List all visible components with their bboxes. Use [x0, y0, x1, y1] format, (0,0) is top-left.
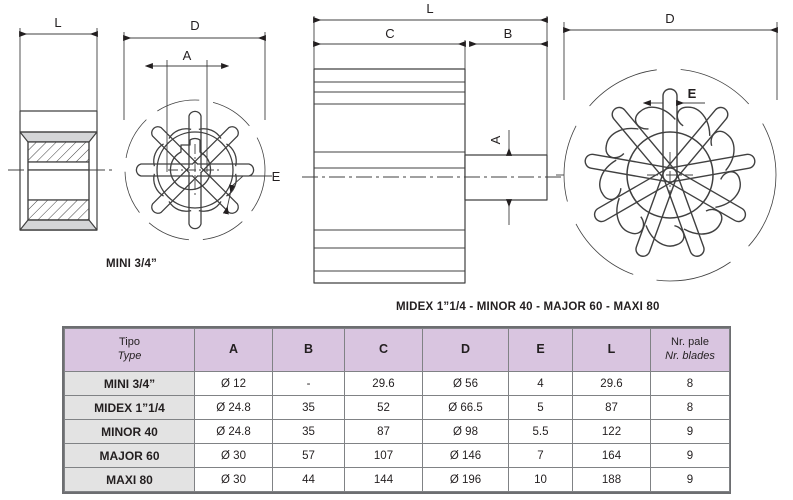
cell-blades: 9 — [650, 467, 730, 492]
dim-label-L-left: L — [54, 15, 61, 30]
dim-label-C-middle: C — [385, 26, 394, 41]
cell-l: 87 — [572, 395, 651, 420]
cell-a: Ø 24.8 — [194, 395, 273, 420]
cell-a: Ø 30 — [194, 467, 273, 492]
cell-c: 87 — [344, 419, 423, 444]
table-header-row: Tipo Type A B C D E L Nr. pale Nr. blade… — [64, 328, 730, 372]
table-row: MINI 3/4” Ø 12 - 29.6 Ø 56 4 29.6 8 — [64, 371, 730, 396]
dim-label-D-right: D — [665, 11, 674, 26]
cell-e: 7 — [508, 443, 573, 468]
col-header-c: C — [344, 328, 423, 372]
col-header-d: D — [422, 328, 509, 372]
caption-middle-drawing: MIDEX 1”1/4 - MINOR 40 - MAJOR 60 - MAXI… — [396, 301, 660, 313]
table-row: MAJOR 60 Ø 30 57 107 Ø 146 7 164 9 — [64, 443, 730, 468]
cell-e: 10 — [508, 467, 573, 492]
col-header-blades-en: Nr. blades — [665, 350, 715, 362]
cell-type: MAXI 80 — [64, 467, 195, 492]
left-cross-section-view — [8, 28, 112, 231]
cell-d: Ø 56 — [422, 371, 509, 396]
cell-b: 35 — [272, 419, 345, 444]
specification-table-wrapper: Tipo Type A B C D E L Nr. pale Nr. blade… — [62, 326, 731, 494]
col-header-a: A — [194, 328, 273, 372]
cell-blades: 9 — [650, 419, 730, 444]
cell-l: 122 — [572, 419, 651, 444]
col-header-b: B — [272, 328, 345, 372]
cell-l: 164 — [572, 443, 651, 468]
cell-type: MINOR 40 — [64, 419, 195, 444]
dim-label-E-left: E — [272, 169, 281, 184]
specification-table: Tipo Type A B C D E L Nr. pale Nr. blade… — [64, 328, 730, 492]
cell-d: Ø 98 — [422, 419, 509, 444]
cell-a: Ø 24.8 — [194, 419, 273, 444]
cell-c: 52 — [344, 395, 423, 420]
caption-left-drawing: MINI 3/4” — [106, 258, 158, 270]
col-header-e: E — [508, 328, 573, 372]
cell-c: 107 — [344, 443, 423, 468]
cell-type: MIDEX 1”1/4 — [64, 395, 195, 420]
col-header-l: L — [572, 328, 651, 372]
cell-type: MAJOR 60 — [64, 443, 195, 468]
dim-label-L-middle: L — [426, 1, 433, 16]
col-header-blades-it: Nr. pale — [671, 336, 709, 349]
cell-a: Ø 30 — [194, 443, 273, 468]
cell-e: 5 — [508, 395, 573, 420]
cell-blades: 8 — [650, 395, 730, 420]
middle-side-view — [302, 16, 562, 284]
cell-a: Ø 12 — [194, 371, 273, 396]
cell-type: MINI 3/4” — [64, 371, 195, 396]
cell-b: 57 — [272, 443, 345, 468]
cell-d: Ø 66.5 — [422, 395, 509, 420]
dimension-letters: L D A E L C B A D E — [54, 1, 696, 184]
cell-l: 29.6 — [572, 371, 651, 396]
col-header-type: Tipo Type — [64, 328, 195, 372]
table-row: MINOR 40 Ø 24.8 35 87 Ø 98 5.5 122 9 — [64, 419, 730, 444]
table-row: MAXI 80 Ø 30 44 144 Ø 196 10 188 9 — [64, 467, 730, 492]
cell-b: 35 — [272, 395, 345, 420]
dim-label-A-middle: A — [488, 135, 503, 144]
cell-c: 29.6 — [344, 371, 423, 396]
cell-d: Ø 196 — [422, 467, 509, 492]
cell-blades: 9 — [650, 443, 730, 468]
cell-l: 188 — [572, 467, 651, 492]
dim-label-A-left: A — [183, 48, 192, 63]
cell-e: 4 — [508, 371, 573, 396]
col-header-type-it: Tipo — [119, 336, 140, 349]
right-impeller-front-view — [556, 22, 778, 282]
dim-label-E-right: E — [688, 86, 697, 101]
cell-c: 144 — [344, 467, 423, 492]
cell-b: 44 — [272, 467, 345, 492]
left-impeller-front-view — [123, 32, 272, 241]
col-header-type-en: Type — [117, 350, 142, 362]
cell-blades: 8 — [650, 371, 730, 396]
dim-label-D-left: D — [190, 18, 199, 33]
cell-e: 5.5 — [508, 419, 573, 444]
drawings-svg: L D A E L C B A D E — [8, 1, 778, 284]
table-row: MIDEX 1”1/4 Ø 24.8 35 52 Ø 66.5 5 87 8 — [64, 395, 730, 420]
cell-d: Ø 146 — [422, 443, 509, 468]
dim-label-B-middle: B — [504, 26, 513, 41]
col-header-blades: Nr. pale Nr. blades — [650, 328, 730, 372]
cell-b: - — [272, 371, 345, 396]
